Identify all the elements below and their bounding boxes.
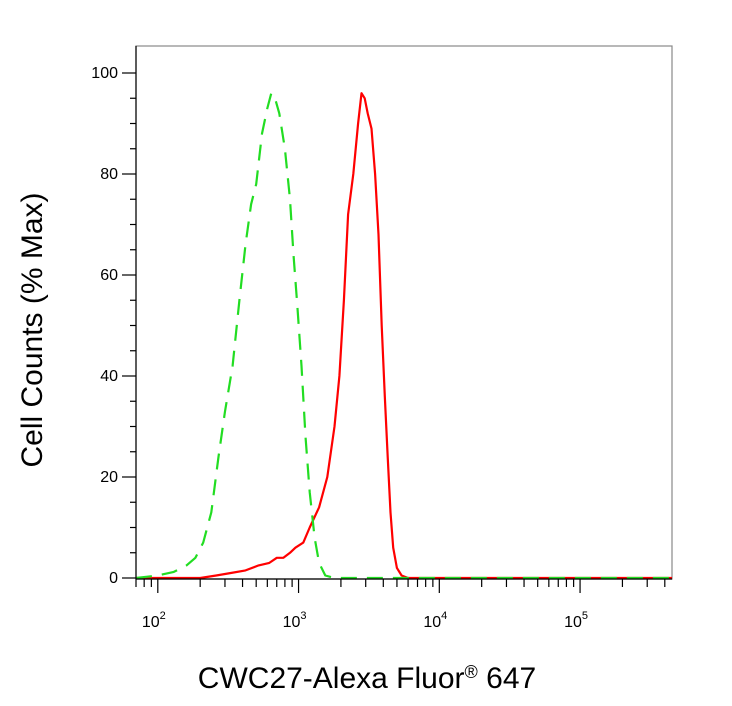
y-axis-title: Cell Counts (% Max) (16, 192, 49, 467)
x-axis-title-suffix: 647 (478, 662, 536, 695)
x-axis: 102 103 104 105 (135, 578, 672, 631)
y-tick-label: 100 (91, 65, 118, 82)
y-tick-label: 0 (109, 570, 118, 587)
control-histogram-line (135, 92, 672, 580)
y-axis: 0 20 40 60 80 100 (91, 46, 137, 587)
x-axis-title-registered-mark: ® (465, 662, 478, 682)
x-axis-title-main: CWC27-Alexa Fluor (198, 662, 465, 695)
x-axis-title: CWC27-Alexa Fluor® 647 (198, 662, 536, 695)
x-tick-label: 102 (142, 610, 166, 631)
y-tick-label: 40 (100, 368, 118, 385)
y-tick-label: 60 (100, 267, 118, 284)
plot-frame (135, 45, 673, 580)
x-tick-label: 105 (564, 610, 588, 631)
x-tick-label: 104 (423, 610, 447, 631)
x-tick-label: 103 (283, 610, 307, 631)
series-layer (135, 92, 672, 580)
y-tick-label: 20 (100, 469, 118, 486)
sample-histogram-line (136, 92, 672, 580)
y-tick-label: 80 (100, 166, 118, 183)
